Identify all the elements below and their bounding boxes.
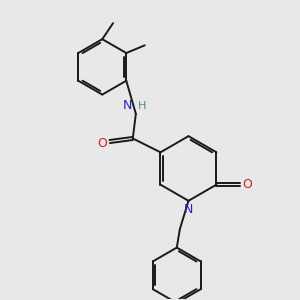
Text: O: O [98, 136, 107, 150]
Text: N: N [184, 203, 193, 216]
Text: O: O [242, 178, 252, 191]
Text: H: H [137, 101, 146, 111]
Text: N: N [123, 99, 132, 112]
